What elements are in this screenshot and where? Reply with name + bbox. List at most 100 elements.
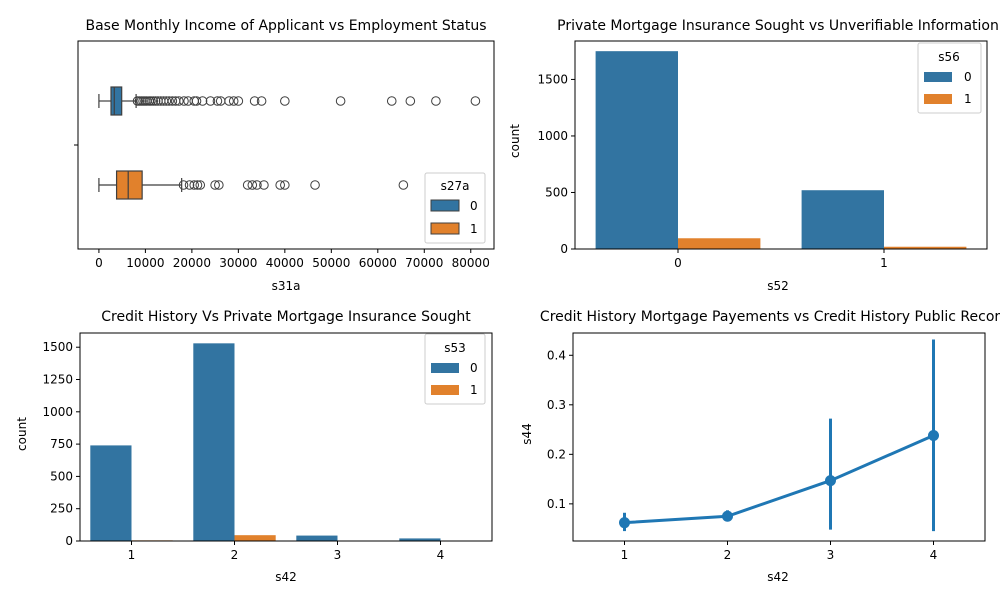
outlier-point bbox=[191, 96, 202, 106]
legend-swatch-1 bbox=[430, 222, 460, 235]
axes-frame bbox=[79, 332, 493, 542]
outlier-point bbox=[259, 180, 269, 190]
y-tick-label: 0.2 bbox=[547, 447, 566, 461]
outlier-point bbox=[405, 96, 416, 106]
y-tick-label: 0.4 bbox=[547, 348, 566, 362]
y-tick-label: 500 bbox=[50, 469, 73, 483]
outlier-point bbox=[256, 96, 267, 106]
x-tick-label: 70000 bbox=[405, 256, 443, 270]
outlier-point bbox=[247, 180, 258, 190]
x-tick-label: 60000 bbox=[359, 256, 397, 270]
outlier-point bbox=[164, 96, 174, 106]
x-tick-label: 4 bbox=[930, 548, 938, 562]
legend-swatch-0 bbox=[924, 72, 952, 82]
y-tick-label: 0.3 bbox=[547, 398, 566, 412]
y-tick-label: 0.1 bbox=[547, 497, 566, 511]
x-tick-label: 30000 bbox=[219, 256, 257, 270]
box-iqr bbox=[110, 86, 123, 116]
y-tick-label: 1000 bbox=[42, 405, 73, 419]
x-axis-label: s42 bbox=[275, 570, 297, 584]
outlier-point bbox=[195, 180, 206, 190]
chart-income-boxplot: Base Monthly Income of Applicant vs Empl… bbox=[74, 18, 495, 293]
legend-swatch-0 bbox=[430, 199, 460, 212]
x-tick-label: 2 bbox=[724, 548, 732, 562]
outlier-point bbox=[242, 180, 253, 190]
outlier-point bbox=[233, 96, 244, 106]
legend-label-1: 1 bbox=[470, 222, 478, 236]
bar bbox=[234, 535, 276, 541]
outlier-point bbox=[197, 96, 208, 106]
legend-label-0: 0 bbox=[470, 361, 478, 375]
outlier-point bbox=[310, 180, 320, 190]
data-point bbox=[619, 517, 630, 529]
bar bbox=[884, 246, 967, 249]
legend-label-1: 1 bbox=[964, 92, 972, 106]
outlier-point bbox=[252, 180, 262, 190]
x-axis-label: s31a bbox=[272, 279, 301, 293]
data-point bbox=[928, 430, 939, 442]
chart-insurance-vs-unverifiable: Private Mortgage Insurance Sought vs Unv… bbox=[508, 18, 999, 293]
x-tick-label: 3 bbox=[827, 548, 835, 562]
plot-area: 0 250 500 750 1000 1250 1500 1 2 3 4 bbox=[42, 332, 493, 562]
y-tick-label: 1000 bbox=[537, 129, 568, 143]
y-tick-label: 0 bbox=[65, 534, 73, 548]
y-tick-label: 250 bbox=[50, 502, 73, 516]
outlier-point bbox=[150, 96, 161, 106]
x-tick-label: 2 bbox=[231, 548, 239, 562]
outlier-point bbox=[146, 96, 156, 106]
legend-label-1: 1 bbox=[470, 383, 478, 397]
outlier-point bbox=[228, 96, 239, 106]
x-tick-label: 0 bbox=[674, 256, 682, 270]
outlier-point bbox=[212, 96, 223, 106]
legend-swatch-0 bbox=[431, 363, 459, 373]
y-tick-label: 1250 bbox=[42, 373, 73, 387]
outlier-point bbox=[224, 96, 234, 106]
x-tick-label: 80000 bbox=[452, 256, 490, 270]
outlier-point bbox=[179, 96, 189, 106]
plot-area: 0.1 0.2 0.3 0.4 1 2 3 4 bbox=[547, 332, 986, 562]
outlier-point bbox=[398, 180, 409, 190]
x-tick-label: 50000 bbox=[312, 256, 350, 270]
axes-frame bbox=[574, 40, 988, 250]
outlier-point bbox=[189, 180, 200, 190]
bar bbox=[296, 535, 338, 541]
x-tick-label: 4 bbox=[437, 548, 445, 562]
box-iqr bbox=[115, 170, 143, 200]
legend: s27a 0 1 bbox=[424, 172, 486, 244]
legend-label-0: 0 bbox=[964, 70, 972, 84]
x-tick-label: 1 bbox=[880, 256, 888, 270]
outlier-point bbox=[161, 96, 172, 106]
bar bbox=[595, 51, 678, 249]
y-axis-label: s44 bbox=[520, 423, 534, 445]
outlier-point bbox=[470, 96, 481, 106]
chart-title: Private Mortgage Insurance Sought vs Unv… bbox=[557, 18, 999, 34]
y-axis-label: count bbox=[15, 417, 29, 451]
y-tick-label: 1500 bbox=[42, 340, 73, 354]
x-tick-label: 1 bbox=[621, 548, 629, 562]
outlier-point bbox=[335, 96, 346, 106]
x-axis-label: s42 bbox=[767, 570, 789, 584]
bar bbox=[399, 538, 441, 541]
chart-title: Credit History Vs Private Mortgage Insur… bbox=[101, 309, 471, 325]
plot-area: 0 500 1000 1500 0 1 bbox=[537, 40, 988, 270]
data-point bbox=[825, 475, 836, 487]
chart-title: Base Monthly Income of Applicant vs Empl… bbox=[86, 18, 487, 34]
x-tick-label: 10000 bbox=[126, 256, 164, 270]
x-tick-label: 0 bbox=[95, 256, 103, 270]
y-axis-label: count bbox=[508, 124, 522, 158]
chart-title: Credit History Mortgage Payements vs Cre… bbox=[540, 309, 1000, 325]
outlier-point bbox=[184, 180, 195, 190]
y-tick-label: 0 bbox=[560, 242, 568, 256]
axes-frame bbox=[572, 332, 986, 542]
legend-swatch-1 bbox=[431, 385, 459, 395]
outlier-point bbox=[280, 96, 290, 106]
legend: s56 0 1 bbox=[917, 42, 982, 114]
outlier-point bbox=[210, 180, 220, 190]
plot-area: 0 10000 20000 30000 40000 50000 60000 70000 8000… bbox=[74, 40, 495, 270]
legend-swatch-1 bbox=[924, 94, 952, 104]
outlier-point bbox=[275, 180, 285, 190]
chart-credit-history-vs-insurance: Credit History Vs Private Mortgage Insur… bbox=[15, 309, 493, 584]
y-tick-label: 500 bbox=[545, 185, 568, 199]
outlier-point bbox=[205, 96, 216, 106]
